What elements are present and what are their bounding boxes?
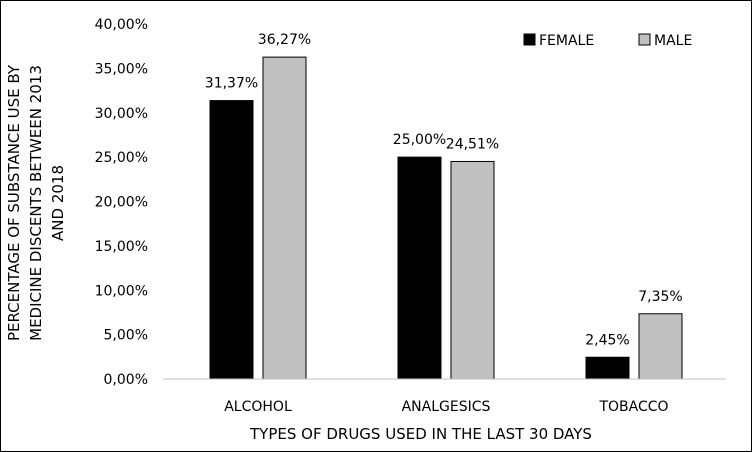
y-axis-title: PERCENTAGE OF SUBSTANCE USE BY MEDICINE … [5, 64, 67, 341]
data-label: 7,35% [638, 289, 682, 305]
y-tick-label: 35,00% [95, 61, 148, 77]
y-axis-title-line-3: AND 2018 [49, 165, 67, 241]
y-tick-label: 20,00% [95, 195, 148, 211]
y-tick-label: 10,00% [95, 283, 148, 299]
data-label: 2,45% [585, 332, 629, 348]
legend-swatch-male [638, 33, 651, 46]
data-label: 36,27% [258, 32, 311, 48]
bar-female-analgesics [397, 156, 442, 380]
category-labels: ALCOHOL ANALGESICS TOBACCO [224, 399, 668, 415]
legend-label-male: MALE [654, 33, 692, 49]
y-tick-label: 15,00% [95, 239, 148, 255]
bars [209, 56, 683, 380]
y-axis-title-line-1: PERCENTAGE OF SUBSTANCE USE BY [5, 64, 23, 341]
y-tick-label: 30,00% [95, 106, 148, 122]
y-axis-title-line-2: MEDICINE DISCENTS BETWEEN 2013 [27, 65, 45, 341]
legend-label-female: FEMALE [539, 33, 594, 49]
y-tick-label: 5,00% [104, 328, 148, 344]
y-tick-label: 0,00% [104, 372, 148, 388]
y-tick-label: 40,00% [95, 17, 148, 33]
bar-female-alcohol [209, 100, 254, 380]
category-label: ANALGESICS [402, 399, 491, 415]
legend: FEMALE MALE [523, 33, 692, 49]
bar-male-analgesics [450, 160, 495, 380]
category-label: ALCOHOL [224, 399, 292, 415]
bar-male-tobacco [638, 313, 683, 380]
data-label: 25,00% [393, 132, 446, 148]
bar-male-alcohol [262, 56, 307, 380]
category-label: TOBACCO [598, 399, 668, 415]
data-label: 31,37% [205, 76, 258, 92]
bar-female-tobacco [585, 356, 630, 380]
data-label: 24,51% [446, 136, 499, 152]
y-tick-labels: 0,00% 5,00% 10,00% 15,00% 20,00% 25,00% 30,00%… [95, 17, 148, 388]
y-tick-label: 25,00% [95, 150, 148, 166]
legend-swatch-female [523, 33, 536, 46]
data-labels: 31,37% 25,00% 2,45% 36,27% 24,51% 7,35% [205, 32, 683, 348]
x-axis-title: TYPES OF DRUGS USED IN THE LAST 30 DAYS [249, 425, 592, 443]
